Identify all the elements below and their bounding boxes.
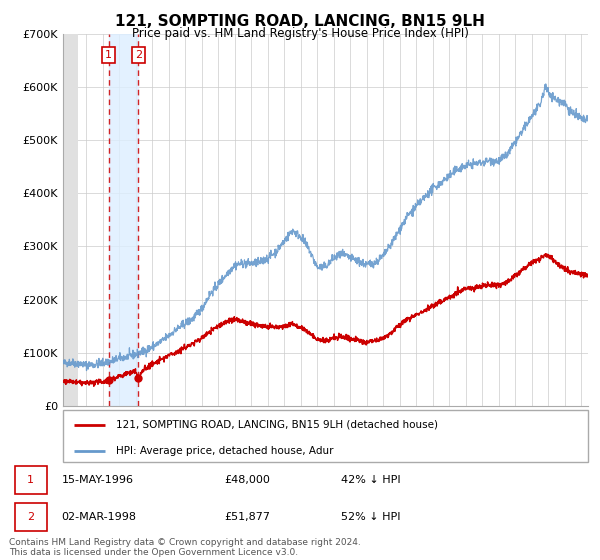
Text: £48,000: £48,000 <box>224 475 270 485</box>
Text: 15-MAY-1996: 15-MAY-1996 <box>61 475 133 485</box>
Text: 2: 2 <box>27 512 34 522</box>
Text: 42% ↓ HPI: 42% ↓ HPI <box>341 475 400 485</box>
Text: Price paid vs. HM Land Registry's House Price Index (HPI): Price paid vs. HM Land Registry's House … <box>131 27 469 40</box>
Bar <box>63 34 78 406</box>
Text: £51,877: £51,877 <box>224 512 271 522</box>
FancyBboxPatch shape <box>63 410 588 462</box>
Text: Contains HM Land Registry data © Crown copyright and database right 2024.
This d: Contains HM Land Registry data © Crown c… <box>9 538 361 557</box>
Text: HPI: Average price, detached house, Adur: HPI: Average price, detached house, Adur <box>115 446 333 456</box>
FancyBboxPatch shape <box>15 503 47 531</box>
Text: 1: 1 <box>28 475 34 485</box>
Text: 52% ↓ HPI: 52% ↓ HPI <box>341 512 400 522</box>
Text: 2: 2 <box>135 50 142 60</box>
Text: 121, SOMPTING ROAD, LANCING, BN15 9LH: 121, SOMPTING ROAD, LANCING, BN15 9LH <box>115 14 485 29</box>
Text: 121, SOMPTING ROAD, LANCING, BN15 9LH (detached house): 121, SOMPTING ROAD, LANCING, BN15 9LH (d… <box>115 420 437 430</box>
FancyBboxPatch shape <box>15 466 47 494</box>
Text: 02-MAR-1998: 02-MAR-1998 <box>61 512 136 522</box>
Text: 1: 1 <box>105 50 112 60</box>
Bar <box>109 34 139 406</box>
